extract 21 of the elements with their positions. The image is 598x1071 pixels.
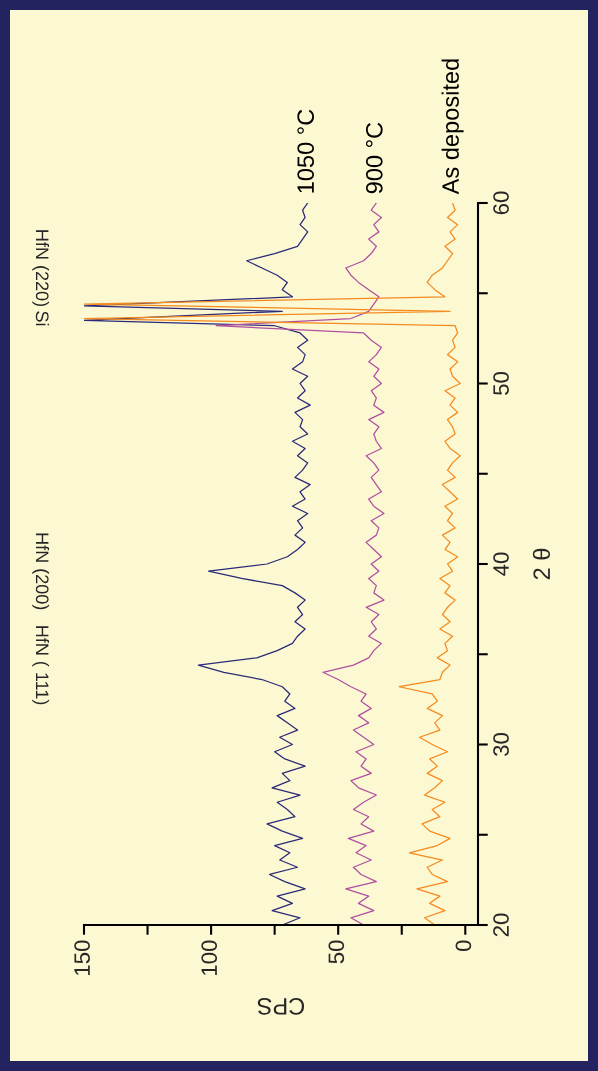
line-series bbox=[215, 203, 385, 925]
y-tick-label: 60 bbox=[493, 191, 509, 215]
text: Si bbox=[35, 311, 50, 326]
x-axis-title: CPS bbox=[257, 997, 305, 1015]
y-axis-title: 2 θ bbox=[532, 548, 551, 580]
line-series bbox=[84, 203, 311, 925]
text: HfN (220) bbox=[32, 230, 50, 306]
y-tick-label: 30 bbox=[493, 733, 509, 757]
line-series bbox=[84, 203, 461, 925]
text: HfN ( 111) bbox=[32, 626, 50, 705]
x-tick-label: 0 bbox=[455, 940, 472, 952]
x-tick-label: 150 bbox=[74, 940, 90, 975]
x-tick-label: 100 bbox=[201, 940, 218, 975]
x-tick-label: 50 bbox=[328, 940, 345, 964]
text: As deposited bbox=[441, 59, 464, 195]
text: 1050 °C bbox=[297, 109, 315, 193]
text: 900 °C bbox=[365, 122, 383, 194]
y-tick-label: 40 bbox=[493, 552, 509, 576]
y-tick-label: 20 bbox=[493, 913, 509, 937]
text: HfN (200) bbox=[32, 533, 50, 610]
y-tick-label: 50 bbox=[493, 372, 509, 395]
